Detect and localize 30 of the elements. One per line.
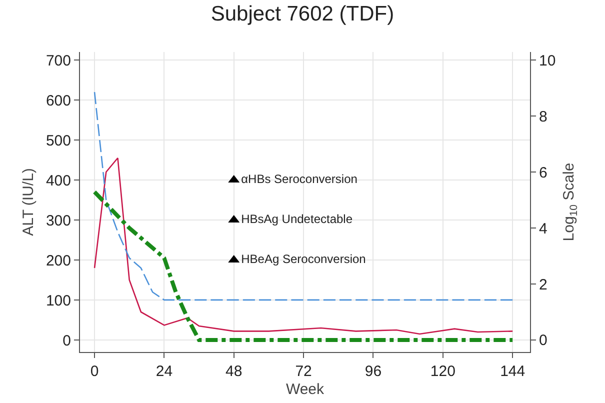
y2-tick-label: 10 [539, 52, 556, 70]
data-label: HBsAg Undetectable [241, 212, 353, 226]
y2-tick-label: 4 [539, 220, 548, 238]
line-series [94, 91, 514, 301]
data-label: HBeAg Seroconversion [241, 252, 366, 266]
y-tick-label: 600 [46, 92, 71, 110]
y-tick-label: 200 [46, 252, 71, 270]
chart-title: Subject 7602 (TDF) [210, 2, 394, 26]
x-tick-label: 96 [364, 363, 382, 380]
x-tick-label: 0 [90, 363, 99, 380]
line-series [92, 190, 515, 342]
y2-tick-label: 6 [539, 164, 548, 182]
y2-tick-label: 0 [539, 332, 548, 350]
data-label: αHBs Seroconversion [241, 172, 358, 186]
y-tick-label: 300 [46, 212, 71, 230]
line-series [94, 157, 514, 335]
x-tick-label: 72 [295, 363, 312, 380]
x-tick-label: 144 [500, 363, 526, 380]
y-tick-label: 400 [46, 172, 71, 190]
x-tick-label: 120 [430, 363, 456, 380]
y-tick-label: 500 [46, 132, 71, 150]
x-tick-label: 48 [226, 363, 242, 380]
y2-tick-label: 2 [539, 276, 548, 294]
x-axis-title: Week [286, 381, 325, 398]
y2-tick-label: 8 [539, 108, 548, 126]
y-tick-label: 700 [46, 52, 71, 70]
y-axis-title: ALT (IU/L) [20, 168, 38, 236]
x-tick-label: 24 [156, 363, 173, 380]
y-tick-label: 0 [62, 332, 71, 350]
y-tick-label: 100 [46, 292, 71, 310]
